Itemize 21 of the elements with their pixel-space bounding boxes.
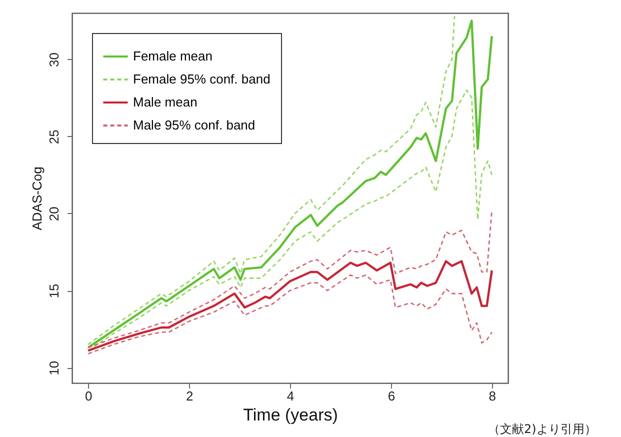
- y-tick-label: 30: [46, 52, 62, 67]
- y-tick-label: 10: [46, 360, 62, 376]
- line-series: [88, 274, 492, 354]
- legend-label: Female 95% conf. band: [133, 72, 270, 86]
- x-tick-label: 6: [388, 388, 396, 404]
- y-tick-label: 15: [46, 284, 62, 298]
- y-tick-label: 25: [46, 130, 62, 144]
- y-axis-title: ADAS-Cog: [30, 166, 44, 230]
- x-tick-label: 0: [85, 388, 92, 404]
- legend-label: Male 95% conf. band: [133, 118, 256, 132]
- line-series: [88, 210, 492, 348]
- x-tick-label: 8: [488, 388, 496, 404]
- line-series: [88, 89, 492, 352]
- line-series: [87, 260, 493, 352]
- y-tick-label: 20: [46, 206, 62, 222]
- legend-label: Female mean: [133, 48, 212, 64]
- text: （文献2)より引用）: [488, 422, 596, 436]
- legend-label: Male mean: [133, 94, 198, 110]
- x-tick-label: 4: [286, 388, 294, 404]
- x-axis-title: Time (years): [243, 406, 338, 424]
- x-tick-label: 2: [186, 388, 194, 404]
